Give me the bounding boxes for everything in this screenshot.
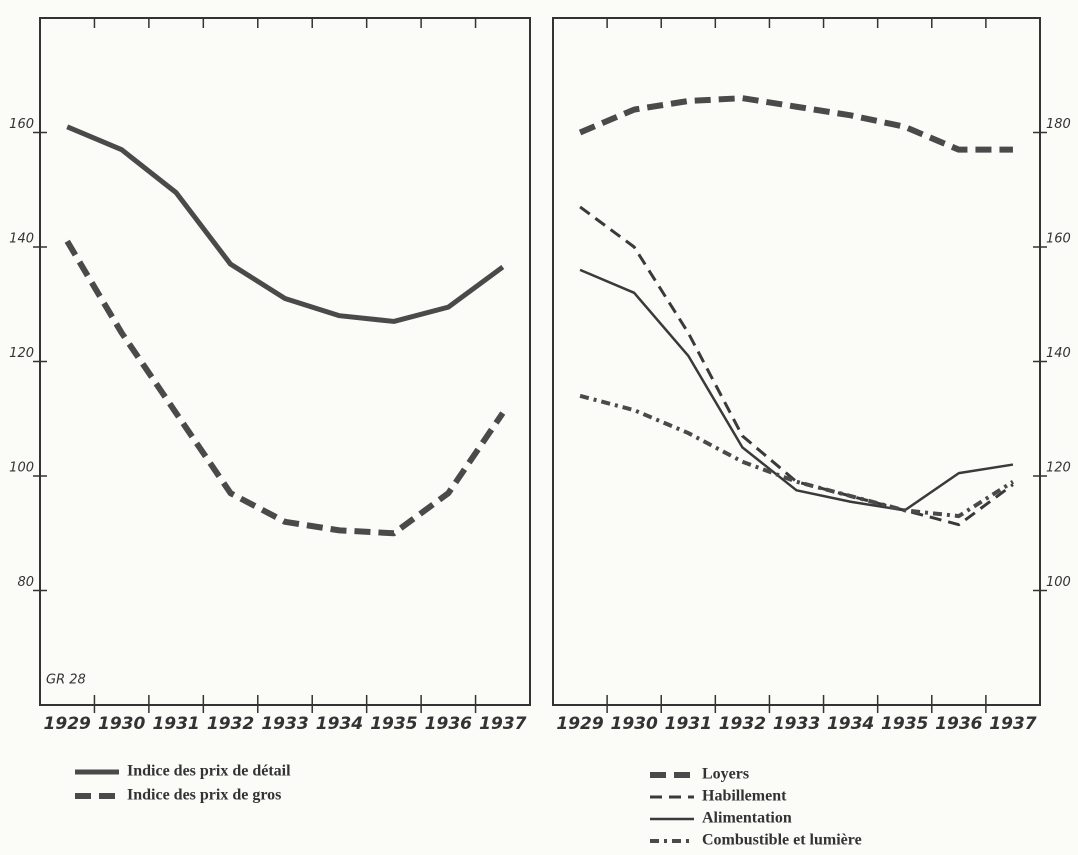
legend-label: Alimentation <box>702 810 792 827</box>
legend-label: Loyers <box>702 766 749 783</box>
x-tick-label: 1936 <box>425 714 472 734</box>
x-tick-label: 1934 <box>316 714 363 734</box>
y-tick-label: 140 <box>9 232 34 247</box>
x-tick-label: 1929 <box>556 714 603 734</box>
x-tick-label: 1935 <box>881 714 928 734</box>
left-frame <box>39 17 531 706</box>
x-tick-label: 1933 <box>261 714 308 734</box>
y-tick-label: 100 <box>1046 575 1071 590</box>
x-tick-label: 1932 <box>207 714 254 734</box>
line-series <box>578 95 1013 153</box>
y-tick-label: 120 <box>9 346 34 361</box>
line-series <box>64 239 506 537</box>
y-tick-label: 160 <box>1046 232 1071 247</box>
x-tick-label: 1937 <box>479 714 526 734</box>
x-tick-label: 1933 <box>773 714 820 734</box>
x-tick-label: 1931 <box>665 714 712 734</box>
x-tick-label: 1936 <box>935 714 982 734</box>
line-series <box>579 205 1014 527</box>
legend-label: Indice des prix de détail <box>127 763 291 780</box>
right-frame <box>552 17 1041 706</box>
x-tick-label: 1932 <box>719 714 766 734</box>
line-series <box>579 393 1015 519</box>
y-tick-label: 100 <box>9 461 34 476</box>
x-tick-label: 1935 <box>370 714 417 734</box>
x-tick-label: 1937 <box>989 714 1036 734</box>
x-tick-label: 1930 <box>98 714 145 734</box>
annotation: GR 28 <box>46 673 86 688</box>
legend-label: Indice des prix de gros <box>127 787 281 804</box>
y-tick-label: 120 <box>1046 461 1071 476</box>
legend-label: Combustible et lumière <box>702 832 862 849</box>
x-tick-label: 1930 <box>611 714 658 734</box>
x-tick-label: 1931 <box>152 714 199 734</box>
y-tick-label: 140 <box>1046 346 1071 361</box>
y-tick-label: 180 <box>1046 117 1071 132</box>
x-tick-label: 1929 <box>44 714 91 734</box>
line-series <box>579 268 1014 512</box>
line-series <box>66 124 505 324</box>
legend-label: Habillement <box>702 788 787 805</box>
x-tick-label: 1934 <box>827 714 874 734</box>
y-tick-label: 80 <box>17 575 34 590</box>
y-tick-label: 160 <box>9 117 34 132</box>
